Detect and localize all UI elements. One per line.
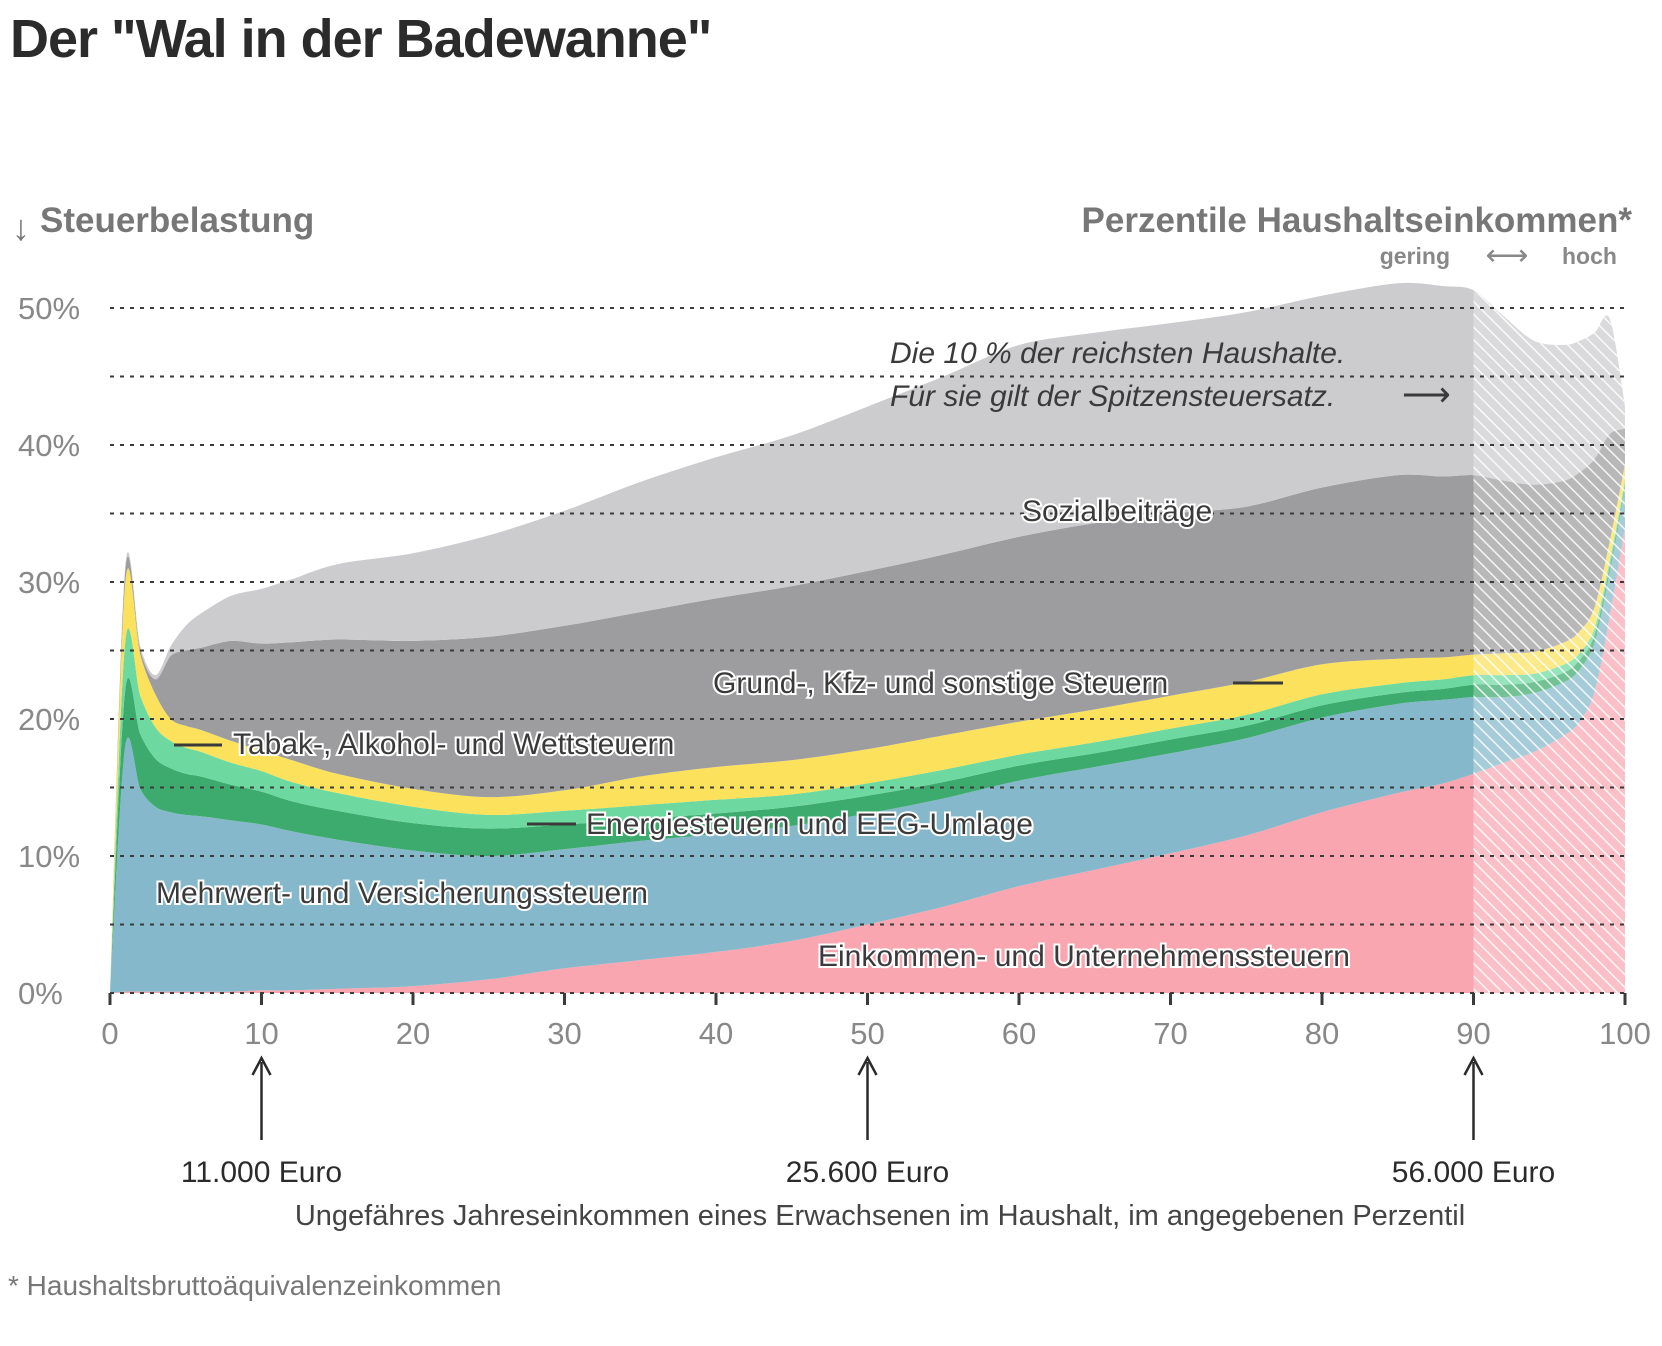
- footnote: * Haushaltsbruttoäquivalenzeinkommen: [8, 1270, 502, 1301]
- axes: 0 10 20 30 40 50 60 70 80 90 100 0% 10% 20% 30% 40% 50%: [18, 291, 1651, 1051]
- x-tick-label: 100: [1599, 1016, 1651, 1051]
- income-marker-label: 25.600 Euro: [786, 1156, 949, 1189]
- x-axis-title: Ungefähres Jahreseinkommen eines Erwachs…: [295, 1200, 1465, 1232]
- x-axis-top-title: Perzentile Haushaltseinkommen*: [1082, 201, 1633, 240]
- y-tick-label: 10%: [18, 839, 80, 874]
- area-series-7: [110, 282, 1625, 994]
- x-tick-label: 20: [396, 1016, 430, 1051]
- area-series-2: [110, 488, 1625, 993]
- scale-arrow-icon: ⟷: [1485, 239, 1528, 272]
- annotation-arrow-icon: ⟶: [1402, 376, 1451, 414]
- x-tick-label: 90: [1456, 1016, 1490, 1051]
- top-decile-hatch: [1473, 282, 1625, 993]
- y-tick-label: 0%: [18, 976, 63, 1011]
- income-marker-label: 56.000 Euro: [1392, 1156, 1555, 1189]
- area-series-group: [110, 282, 1625, 994]
- annotation-energie: Energiesteuern und EEG-Umlage: [586, 808, 1033, 841]
- arrow-up-icon: [1463, 1055, 1484, 1076]
- annotation-sozialbeitraege: Sozialbeiträge: [1022, 495, 1212, 528]
- x-tick-label: 0: [101, 1016, 118, 1051]
- income-marker-label: 11.000 Euro: [181, 1156, 342, 1189]
- x-tick-label: 30: [547, 1016, 581, 1051]
- arrow-up-icon: [857, 1055, 878, 1076]
- x-tick-label: 60: [1002, 1016, 1036, 1051]
- arrow-up-icon: [251, 1055, 272, 1076]
- annotation-mehrwert: Mehrwert- und Versicherungssteuern: [156, 877, 648, 910]
- x-tick-label: 80: [1305, 1016, 1339, 1051]
- x-tick-label: 40: [699, 1016, 733, 1051]
- annotation-top-decile-line2: Für sie gilt der Spitzensteuersatz.: [890, 380, 1335, 413]
- x-tick-label: 70: [1153, 1016, 1187, 1051]
- gridlines: [110, 307, 1625, 926]
- area-series-1: [110, 527, 1625, 993]
- page-title: Der "Wal in der Badewanne": [10, 9, 712, 69]
- y-tick-label: 50%: [18, 291, 80, 326]
- scale-low-label: gering: [1380, 243, 1450, 269]
- y-tick-label: 30%: [18, 565, 80, 600]
- area-series-6: [110, 428, 1625, 994]
- scale-high-label: hoch: [1562, 243, 1617, 269]
- y-axis-title: Steuerbelastung: [40, 201, 314, 240]
- y-axis-arrow: ↓: [12, 207, 30, 248]
- x-tick-label: 50: [850, 1016, 884, 1051]
- annotations: Die 10 % der reichsten Haushalte. Für si…: [154, 337, 1451, 975]
- annotation-grund-kfz: Grund-, Kfz- und sonstige Steuern: [713, 667, 1168, 700]
- annotation-top-decile-line1: Die 10 % der reichsten Haushalte.: [890, 337, 1345, 370]
- y-tick-label: 20%: [18, 702, 80, 737]
- y-tick-label: 40%: [18, 428, 80, 463]
- x-tick-label: 10: [244, 1016, 278, 1051]
- income-markers: 11.000 Euro 25.600 Euro 56.000 Euro: [181, 1055, 1555, 1189]
- annotation-tabak: Tabak-, Alkohol- und Wettsteuern: [233, 728, 674, 761]
- annotation-einkommen: Einkommen- und Unternehmenssteuern: [818, 940, 1350, 973]
